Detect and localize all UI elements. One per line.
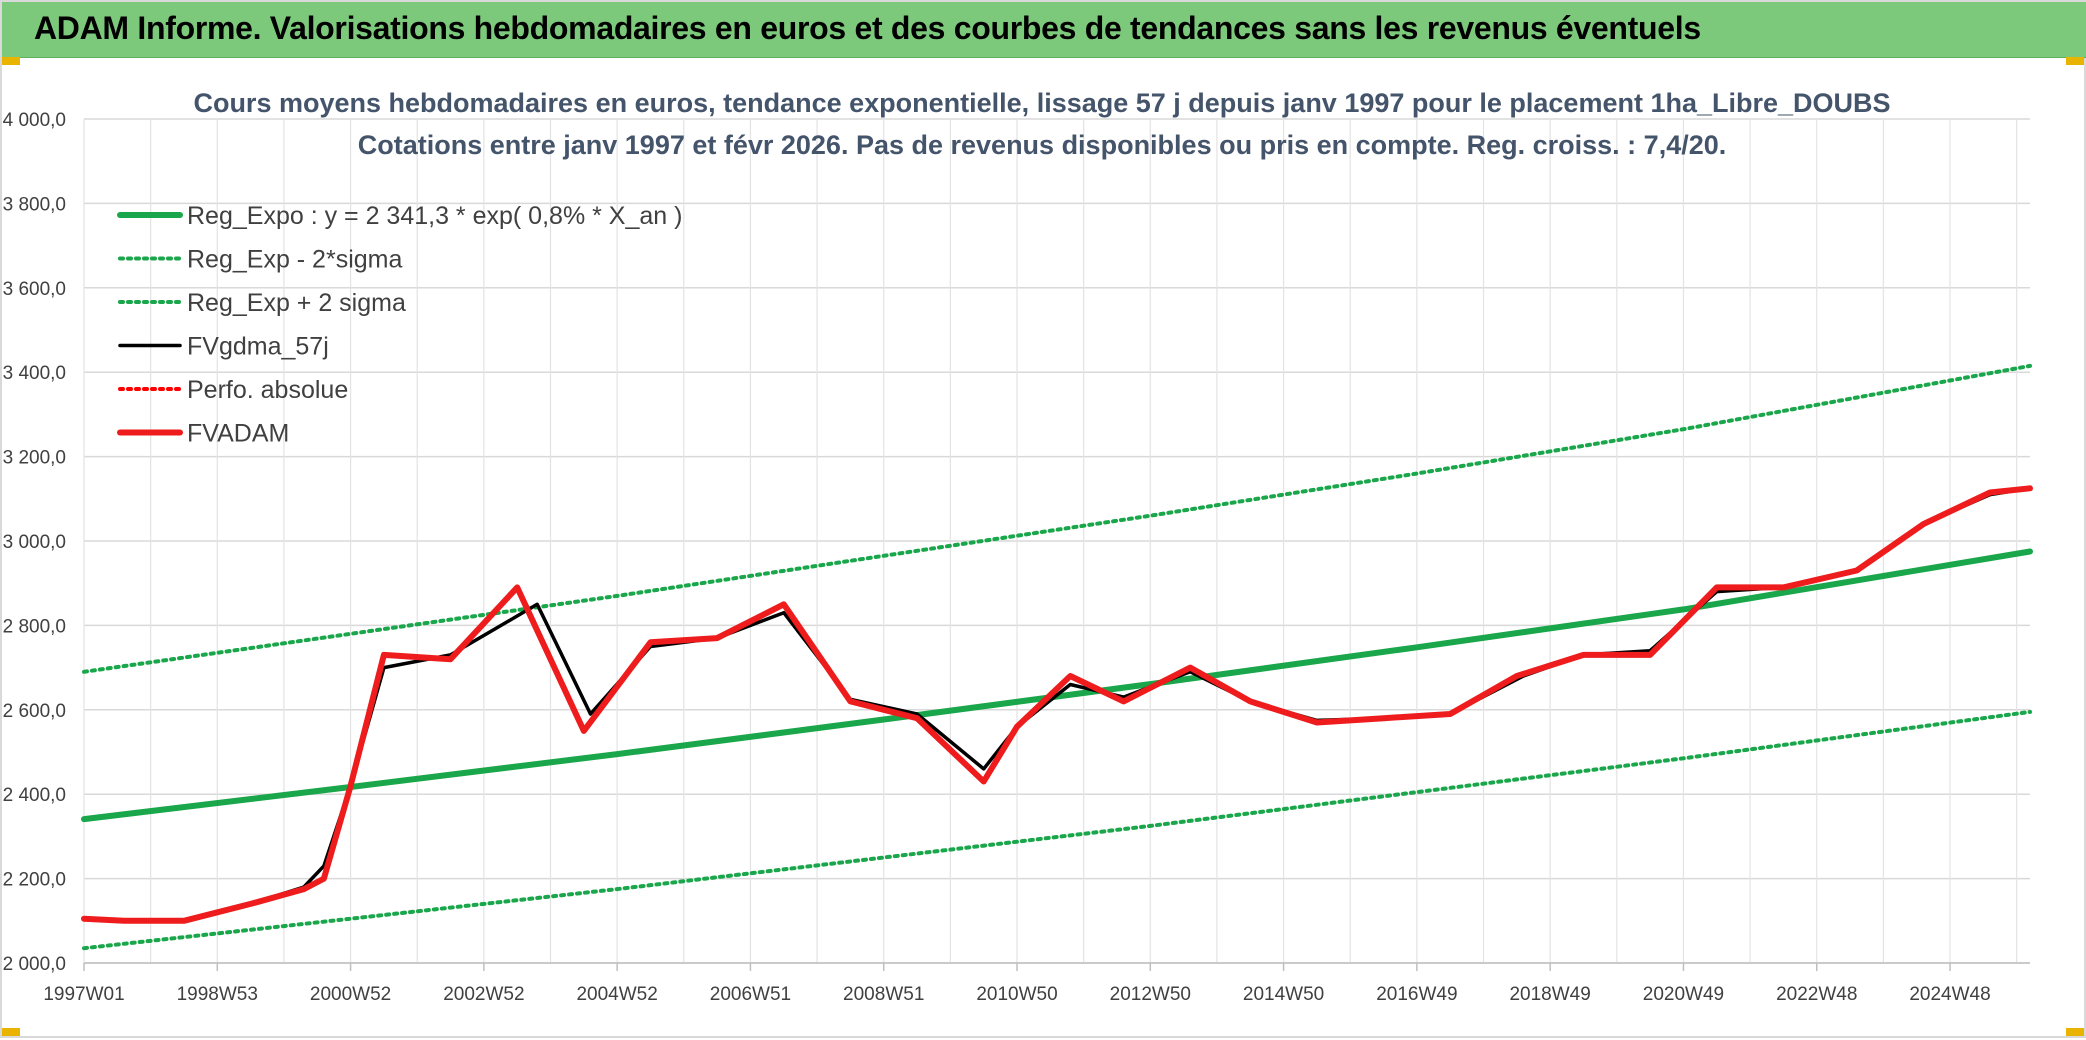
x-tick-label: 2000W52: [310, 984, 391, 1005]
x-tick-label: 2016W49: [1376, 984, 1457, 1005]
series-lines: [81, 363, 2033, 951]
y-tick-label: 2 600,0: [3, 701, 66, 722]
x-tick-label: 2006W51: [710, 984, 791, 1005]
series-line-3: [82, 486, 2032, 923]
y-tick-label: 2 200,0: [3, 870, 66, 891]
y-tick-label: 3 600,0: [3, 279, 66, 300]
x-tick-label: 2008W51: [843, 984, 924, 1005]
corner-marker: [2066, 57, 2084, 65]
legend: Reg_Expo : y = 2 341,3 * exp( 0,8% * X_a…: [117, 202, 682, 448]
y-tick-label: 3 200,0: [3, 448, 66, 469]
y-tick-label: 3 400,0: [3, 363, 66, 384]
x-tick-label: 2022W48: [1776, 984, 1857, 1005]
x-tick-label: 1997W01: [43, 984, 124, 1005]
legend-label: FVgdma_57j: [187, 333, 329, 361]
legend-label: Perfo. absolue: [187, 376, 348, 404]
legend-label: FVADAM: [187, 420, 289, 448]
legend-label: Reg_Exp + 2 sigma: [187, 289, 406, 317]
legend-label: Reg_Exp - 2*sigma: [187, 246, 402, 274]
y-tick-label: 2 400,0: [3, 785, 66, 806]
y-tick-label: 2 800,0: [3, 616, 66, 637]
x-tick-label: 1998W53: [177, 984, 258, 1005]
chart-title-line-1: Cours moyens hebdomadaires en euros, ten…: [193, 88, 1890, 118]
corner-marker: [2066, 1028, 2084, 1036]
series-line-5: [81, 485, 2033, 924]
y-tick-label: 2 000,0: [3, 954, 66, 975]
y-tick-label: 4 000,0: [3, 110, 66, 131]
x-tick-label: 2018W49: [1509, 984, 1590, 1005]
corner-marker: [2, 1028, 20, 1036]
report-banner: ADAM Informe. Valorisations hebdomadaire…: [2, 2, 2086, 58]
chart-title-group: Cours moyens hebdomadaires en euros, ten…: [193, 88, 1890, 160]
y-tick-label: 3 800,0: [3, 194, 66, 215]
series-line-0: [81, 548, 2033, 823]
series-line-2: [82, 363, 2032, 674]
axes: 2 000,0 2 200,0 2 400,0 2 600,0 2 800,0 3 000…: [3, 110, 2030, 1005]
x-tick-label: 2014W50: [1243, 984, 1324, 1005]
x-tick-label: 2012W50: [1110, 984, 1191, 1005]
x-tick-label: 2004W52: [576, 984, 657, 1005]
x-tick-label: 2020W49: [1643, 984, 1724, 1005]
y-tick-label: 3 000,0: [3, 532, 66, 553]
corner-marker: [2, 57, 20, 65]
legend-label: Reg_Expo : y = 2 341,3 * exp( 0,8% * X_a…: [187, 202, 682, 230]
chart-title-line-2: Cotations entre janv 1997 et févr 2026. …: [358, 130, 1727, 160]
gridlines: [83, 118, 2030, 964]
series-line-1: [82, 709, 2032, 951]
report-title: ADAM Informe. Valorisations hebdomadaire…: [34, 10, 1701, 46]
x-tick-label: 2010W50: [976, 984, 1057, 1005]
x-tick-label: 2002W52: [443, 984, 524, 1005]
x-tick-label: 2024W48: [1909, 984, 1990, 1005]
